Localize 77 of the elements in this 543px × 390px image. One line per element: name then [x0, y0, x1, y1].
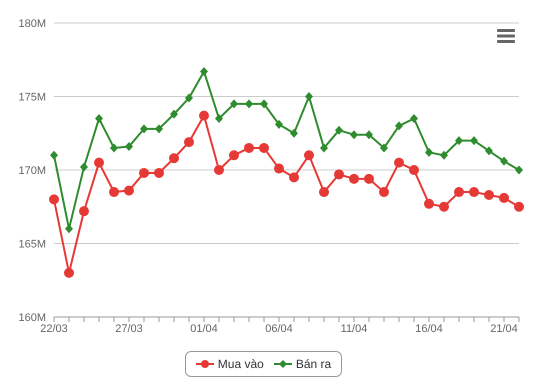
- point: [379, 187, 389, 198]
- point: [155, 124, 163, 134]
- point: [439, 202, 449, 212]
- point: [110, 143, 118, 152]
- x-tick-label: 06/04: [265, 322, 293, 335]
- point: [244, 142, 254, 153]
- point: [230, 99, 238, 108]
- point: [94, 158, 104, 168]
- x-tick-label: 01/04: [190, 322, 218, 335]
- point: [305, 92, 313, 101]
- point: [64, 268, 74, 278]
- point: [124, 186, 134, 196]
- point: [500, 156, 508, 166]
- point: [469, 187, 479, 198]
- point: [410, 114, 418, 124]
- x-tick-label: 21/04: [490, 322, 518, 335]
- point: [409, 165, 419, 175]
- point: [170, 110, 178, 119]
- y-tick-label: 180M: [18, 18, 46, 30]
- point: [200, 67, 208, 76]
- point: [214, 165, 224, 175]
- point: [364, 174, 374, 184]
- point: [184, 137, 194, 148]
- legend-label: Bán ra: [296, 357, 332, 371]
- point: [215, 114, 223, 124]
- point: [169, 153, 179, 164]
- point: [140, 124, 148, 134]
- point: [79, 206, 89, 216]
- point: [290, 128, 298, 138]
- point: [350, 130, 358, 140]
- y-tick-label: 170M: [18, 164, 46, 177]
- point: [365, 130, 373, 140]
- point: [50, 150, 58, 160]
- point: [515, 166, 523, 174]
- point: [125, 142, 133, 151]
- point: [485, 146, 493, 156]
- point: [95, 114, 103, 124]
- legend-label: Mua vào: [218, 357, 264, 371]
- x-tick-label: 27/03: [115, 322, 143, 335]
- point: [440, 150, 448, 160]
- point: [274, 164, 284, 174]
- y-tick-label: 160M: [18, 312, 46, 324]
- point: [484, 190, 494, 200]
- point: [394, 158, 404, 168]
- point: [229, 150, 239, 160]
- point: [49, 194, 59, 204]
- point: [259, 142, 269, 153]
- point: [319, 187, 329, 198]
- x-tick-label: 16/04: [415, 322, 443, 335]
- point: [514, 202, 524, 212]
- point: [185, 93, 193, 102]
- point: [289, 172, 299, 182]
- point: [349, 174, 359, 184]
- point: [154, 168, 164, 178]
- point: [260, 99, 268, 108]
- point: [455, 136, 463, 146]
- point: [199, 110, 209, 121]
- x-tick-label: 11/04: [340, 322, 368, 335]
- point: [304, 150, 314, 160]
- point: [245, 99, 253, 108]
- point: [80, 162, 88, 172]
- point: [335, 126, 343, 135]
- point: [275, 120, 283, 129]
- point: [109, 187, 119, 198]
- point: [139, 168, 149, 178]
- point: [334, 169, 344, 180]
- point: [470, 136, 478, 146]
- y-tick-label: 175M: [18, 91, 46, 104]
- point: [320, 143, 328, 152]
- point: [425, 148, 433, 157]
- point: [499, 192, 509, 203]
- y-tick-label: 165M: [18, 238, 46, 250]
- point: [395, 121, 403, 130]
- point: [424, 198, 434, 209]
- point: [454, 187, 464, 198]
- point: [380, 143, 388, 152]
- x-tick-label: 22/03: [40, 322, 68, 335]
